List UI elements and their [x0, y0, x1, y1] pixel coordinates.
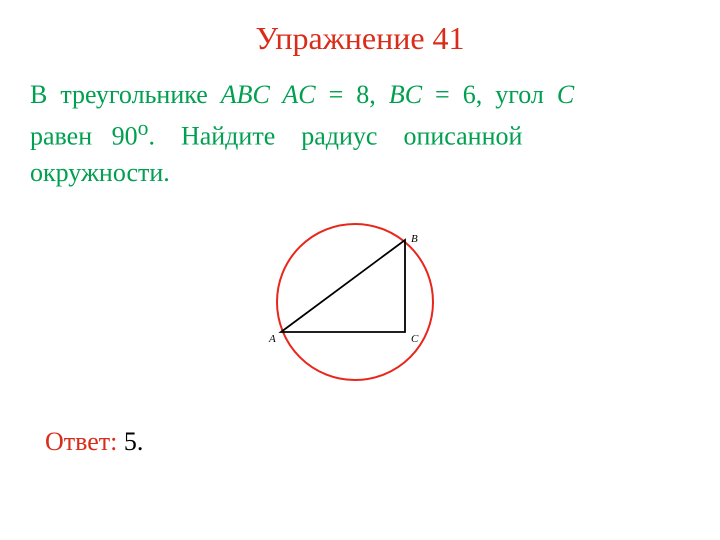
problem-line-2: равен 90о. Найдите радиус описанной: [30, 113, 690, 155]
vertex-label-a: A: [268, 333, 276, 345]
answer-value: 5.: [117, 427, 143, 456]
vertex-label-b: B: [411, 233, 418, 245]
figure-container: A B C: [30, 212, 690, 397]
answer-label: Ответ:: [45, 427, 117, 456]
circumscribed-circle: [277, 224, 433, 380]
triangle: [281, 240, 405, 332]
exercise-title: Упражнение 41: [30, 20, 690, 57]
triangle-circle-figure: A B C: [255, 212, 465, 392]
problem-line-1: В треугольнике ABC AC = 8, BC = 6, угол …: [30, 77, 690, 113]
vertex-label-c: C: [411, 333, 419, 345]
answer: Ответ: 5.: [45, 427, 690, 457]
problem-line-3: окружности.: [30, 155, 690, 191]
problem-statement: В треугольнике ABC AC = 8, BC = 6, угол …: [30, 77, 690, 192]
